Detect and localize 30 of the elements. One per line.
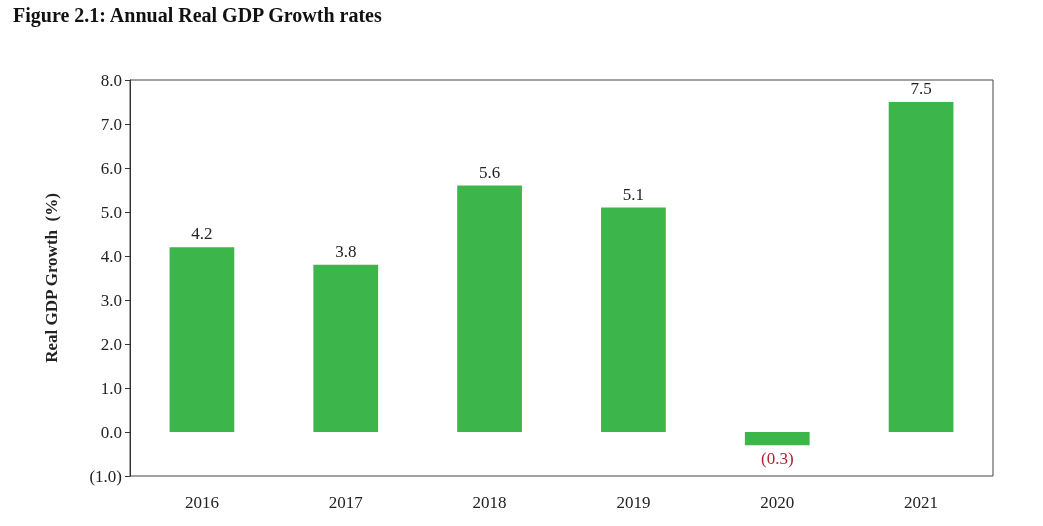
y-tick-label: 1.0 [100,378,122,398]
y-tick-label: (1.0) [89,466,122,486]
data-label: 3.8 [335,241,357,261]
bar [601,207,666,432]
x-tick-label: 2017 [328,493,364,512]
x-tick-label: 2019 [616,493,651,512]
bar [888,102,954,432]
y-tick-label: 5.0 [100,202,122,222]
bar [169,247,235,432]
chart-title: Figure 2.1: Annual Real GDP Growth rates [13,4,382,27]
y-tick-label: 2.0 [100,334,122,354]
bar [744,432,810,446]
y-tick-label: 8.0 [100,70,122,90]
data-label: 4.2 [191,224,213,244]
y-tick-label: 0.0 [100,422,122,442]
y-axis-title: Real GDP Growth (%) [42,193,61,363]
x-tick-label: 2020 [760,493,795,512]
x-tick-label: 2018 [472,493,507,512]
x-tick-label: 2016 [184,493,219,512]
data-label: 5.1 [622,184,645,204]
bar [313,264,379,432]
bar [457,185,522,432]
x-tick-label: 2021 [904,493,939,512]
data-label: 7.5 [910,79,932,98]
y-tick-label: 3.0 [100,290,122,310]
y-tick-label: 6.0 [100,158,122,178]
data-label: (0.3) [760,449,794,469]
y-tick-label: 4.0 [100,246,122,266]
data-label: 5.6 [478,162,501,182]
y-tick-label: 7.0 [100,114,122,134]
